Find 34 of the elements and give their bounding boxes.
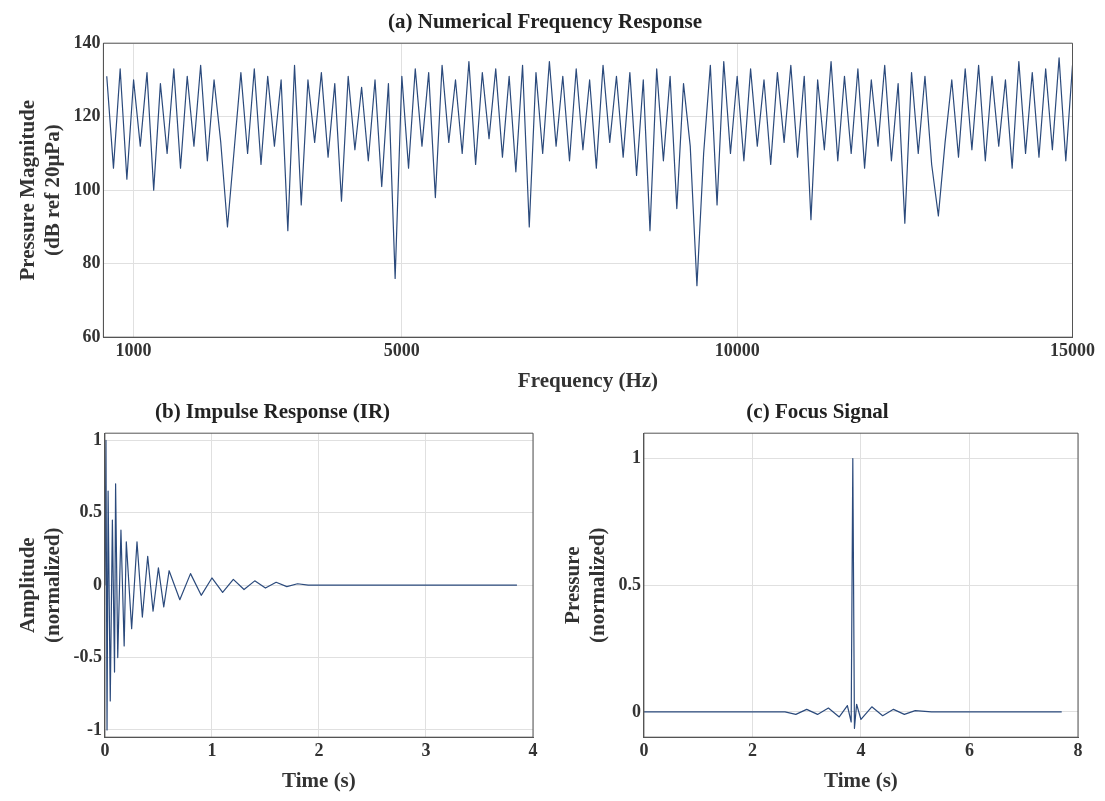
x-tick-label: 10000 — [714, 339, 760, 360]
y-axis-title: Pressure (normalized) — [560, 527, 610, 643]
x-tick-label: 4 — [528, 739, 538, 760]
y-tick-label: 0 — [631, 700, 641, 721]
y-tick-label: 100 — [73, 178, 101, 199]
y-tick-label: 60 — [82, 325, 101, 346]
x-tick-label: 8 — [1073, 739, 1083, 760]
x-tick-label: 4 — [856, 739, 866, 760]
x-tick-label: 1 — [207, 739, 217, 760]
x-tick-label: 5000 — [383, 339, 420, 360]
y-axis-title: Amplitude (normalized) — [15, 527, 65, 643]
x-tick-label: 2 — [747, 739, 757, 760]
y-axis-title: Pressure Magnitude (dB ref 20μPa) — [15, 99, 65, 281]
y-tick-label: 140 — [73, 31, 101, 52]
x-tick-label: 2 — [314, 739, 324, 760]
x-tick-label: 1000 — [115, 339, 152, 360]
y-tick-label: -1 — [86, 718, 102, 739]
x-tick-label: 15000 — [1050, 339, 1095, 360]
chart-title: (c) Focus Signal — [746, 399, 889, 424]
y-tick-label: 80 — [82, 252, 101, 273]
y-tick-label: 0.5 — [79, 501, 102, 522]
y-tick-label: 0 — [92, 573, 102, 594]
x-axis-title: Frequency (Hz) — [517, 367, 659, 392]
y-tick-label: 1 — [631, 447, 641, 468]
chart-title: (a) Numerical Frequency Response — [388, 9, 702, 34]
x-tick-label: 3 — [421, 739, 431, 760]
y-tick-label: -0.5 — [73, 646, 102, 667]
y-tick-label: 0.5 — [618, 573, 641, 594]
chart-title: (b) Impulse Response (IR) — [154, 399, 391, 424]
x-tick-label: 6 — [964, 739, 974, 760]
y-tick-label: 1 — [92, 429, 102, 450]
y-tick-label: 120 — [73, 105, 101, 126]
x-axis-title: Time (s) — [282, 767, 356, 792]
x-axis-title: Time (s) — [824, 767, 898, 792]
